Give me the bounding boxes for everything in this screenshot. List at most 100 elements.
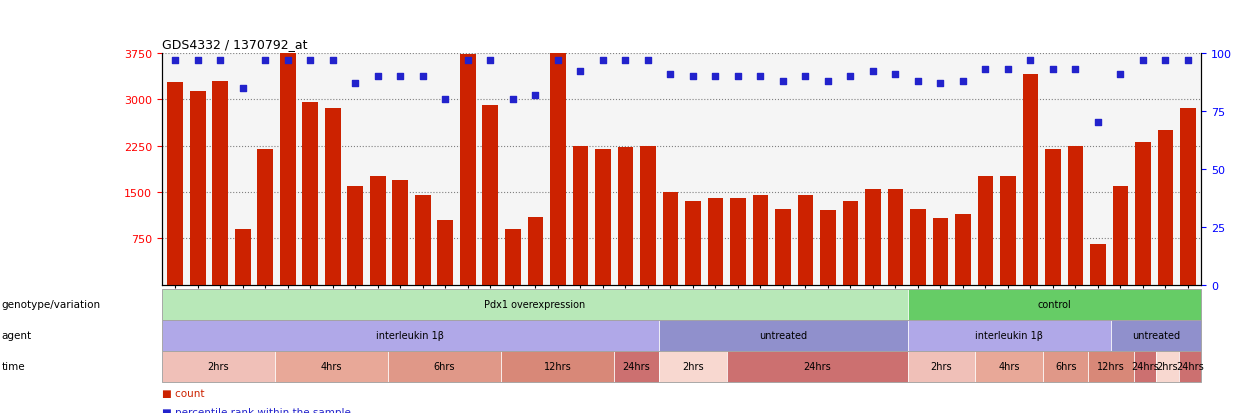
Point [1043, 66, 1063, 73]
Point [706, 74, 726, 80]
Bar [1000, 177, 1016, 285]
Point [1155, 57, 1175, 64]
Point [615, 57, 635, 64]
Point [255, 57, 275, 64]
Text: 24hrs: 24hrs [1177, 361, 1204, 372]
Point [1178, 57, 1198, 64]
Point [908, 78, 928, 85]
Point [930, 81, 950, 87]
Bar [977, 177, 994, 285]
Point [436, 97, 456, 103]
Bar [573, 146, 588, 285]
Bar [483, 106, 498, 285]
Point [570, 69, 590, 76]
Point [773, 78, 793, 85]
Text: 24hrs: 24hrs [1130, 361, 1159, 372]
Point [796, 74, 815, 80]
Bar [1135, 143, 1150, 285]
Point [1133, 57, 1153, 64]
Point [728, 74, 748, 80]
Point [863, 69, 883, 76]
Bar [392, 180, 408, 285]
Text: 4hrs: 4hrs [998, 361, 1020, 372]
Bar [258, 149, 273, 285]
Bar [1158, 131, 1173, 285]
Point [975, 66, 995, 73]
Text: 2hrs: 2hrs [208, 361, 229, 372]
Bar [235, 230, 250, 285]
Bar [820, 211, 835, 285]
Point [481, 57, 500, 64]
Bar [528, 217, 543, 285]
Point [840, 74, 860, 80]
Text: 24hrs: 24hrs [622, 361, 650, 372]
Text: agent: agent [1, 330, 31, 341]
Bar [618, 148, 634, 285]
Bar [843, 202, 858, 285]
Text: 6hrs: 6hrs [1055, 361, 1077, 372]
Point [503, 97, 523, 103]
Bar [550, 54, 565, 285]
Point [885, 71, 905, 78]
Bar [280, 54, 296, 285]
Point [1066, 66, 1086, 73]
Bar [1022, 75, 1038, 285]
Bar [1113, 186, 1128, 285]
Bar [640, 146, 656, 285]
Bar [865, 190, 880, 285]
Point [300, 57, 320, 64]
Bar [213, 81, 228, 285]
Bar [168, 83, 183, 285]
Point [188, 57, 208, 64]
Point [391, 74, 411, 80]
Point [278, 57, 298, 64]
Bar [933, 218, 949, 285]
Text: interleukin 1β: interleukin 1β [975, 330, 1043, 341]
Bar [662, 192, 679, 285]
Point [210, 57, 230, 64]
Bar [1045, 149, 1061, 285]
Point [413, 74, 433, 80]
Point [593, 57, 613, 64]
Point [345, 81, 365, 87]
Bar [1067, 146, 1083, 285]
Point [684, 74, 703, 80]
Bar [1180, 109, 1195, 285]
Bar [505, 230, 520, 285]
Bar [595, 149, 611, 285]
Point [525, 92, 545, 99]
Text: GDS4332 / 1370792_at: GDS4332 / 1370792_at [162, 38, 308, 51]
Text: time: time [1, 361, 25, 372]
Text: 6hrs: 6hrs [433, 361, 456, 372]
Text: 2hrs: 2hrs [1157, 361, 1178, 372]
Point [1021, 57, 1041, 64]
Bar [955, 214, 971, 285]
Bar [752, 195, 768, 285]
Point [1088, 120, 1108, 126]
Bar [190, 92, 205, 285]
Bar [370, 177, 386, 285]
Text: 24hrs: 24hrs [803, 361, 832, 372]
Text: genotype/variation: genotype/variation [1, 299, 101, 310]
Bar [303, 102, 319, 285]
Point [637, 57, 657, 64]
Bar [707, 199, 723, 285]
Point [322, 57, 342, 64]
Text: 2hrs: 2hrs [682, 361, 703, 372]
Bar [730, 199, 746, 285]
Text: control: control [1037, 299, 1072, 310]
Bar [910, 210, 926, 285]
Text: 2hrs: 2hrs [931, 361, 952, 372]
Point [660, 71, 680, 78]
Point [818, 78, 838, 85]
Text: interleukin 1β: interleukin 1β [376, 330, 444, 341]
Text: Pdx1 overexpression: Pdx1 overexpression [484, 299, 585, 310]
Bar [776, 210, 791, 285]
Bar [888, 190, 904, 285]
Bar [325, 109, 341, 285]
Bar [459, 55, 476, 285]
Point [751, 74, 771, 80]
Point [1111, 71, 1130, 78]
Bar [437, 220, 453, 285]
Point [548, 57, 568, 64]
